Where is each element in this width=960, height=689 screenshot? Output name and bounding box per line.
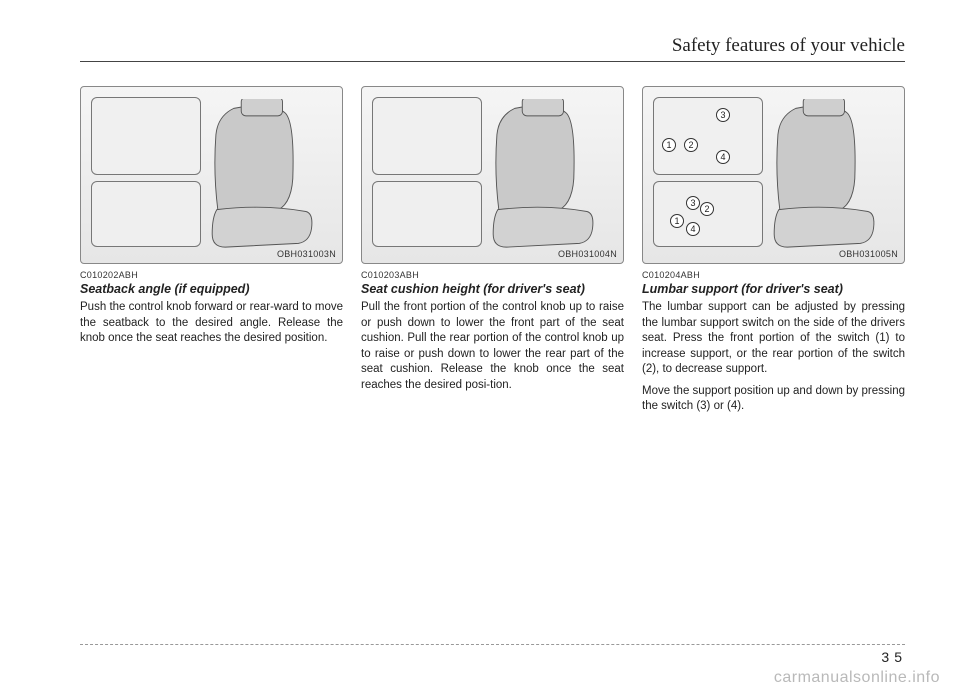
inset-diagram-top	[91, 97, 201, 175]
subheading: Lumbar support (for driver's seat)	[642, 282, 905, 296]
manual-page: Safety features of your vehicle OBH03100…	[0, 0, 960, 689]
page-footer: 35	[881, 649, 905, 665]
illustration-code: OBH031005N	[839, 249, 898, 259]
badge-1b: 1	[670, 214, 684, 228]
subheading: Seatback angle (if equipped)	[80, 282, 343, 296]
badge-3b: 3	[686, 196, 700, 210]
inset-diagram-bottom: 1 2 3 4	[653, 181, 763, 247]
seat-icon	[475, 99, 611, 249]
body-text: Push the control knob forward or rear-wa…	[80, 300, 343, 347]
badge-4b: 4	[686, 222, 700, 236]
page-header-title: Safety features of your vehicle	[672, 35, 905, 57]
illustration-code: OBH031003N	[277, 249, 336, 259]
footer-dashed-rule	[80, 644, 905, 645]
seat-icon	[194, 99, 330, 249]
body-paragraph: Move the support position up and down by…	[642, 384, 905, 415]
illustration-1: OBH031003N	[80, 86, 343, 264]
badge-3: 3	[716, 108, 730, 122]
body-text: The lumbar support can be adjusted by pr…	[642, 300, 905, 415]
column-1: OBH031003N C010202ABH Seatback angle (if…	[80, 86, 343, 421]
content-columns: OBH031003N C010202ABH Seatback angle (if…	[80, 86, 905, 421]
paragraph-code: C010202ABH	[80, 270, 343, 280]
badge-4: 4	[716, 150, 730, 164]
body-text: Pull the front portion of the control kn…	[361, 300, 624, 393]
illustration-code: OBH031004N	[558, 249, 617, 259]
inset-diagram-bottom	[372, 181, 482, 247]
inset-diagram-bottom	[91, 181, 201, 247]
inset-diagram-top: 1 2 3 4	[653, 97, 763, 175]
body-paragraph: Push the control knob forward or rear-wa…	[80, 300, 343, 347]
inset-diagram-top	[372, 97, 482, 175]
page-number: 5	[894, 649, 905, 665]
chapter-number: 3	[881, 649, 892, 665]
seat-icon	[756, 99, 892, 249]
badge-2: 2	[684, 138, 698, 152]
badge-1: 1	[662, 138, 676, 152]
illustration-3: 1 2 3 4 1 2 3 4	[642, 86, 905, 264]
header-rule: Safety features of your vehicle	[80, 28, 905, 62]
badge-2b: 2	[700, 202, 714, 216]
body-paragraph: The lumbar support can be adjusted by pr…	[642, 300, 905, 378]
paragraph-code: C010204ABH	[642, 270, 905, 280]
column-3: 1 2 3 4 1 2 3 4	[642, 86, 905, 421]
body-paragraph: Pull the front portion of the control kn…	[361, 300, 624, 393]
column-2: OBH031004N C010203ABH Seat cushion heigh…	[361, 86, 624, 421]
illustration-2: OBH031004N	[361, 86, 624, 264]
paragraph-code: C010203ABH	[361, 270, 624, 280]
watermark-text: carmanualsonline.info	[774, 669, 940, 687]
subheading: Seat cushion height (for driver's seat)	[361, 282, 624, 296]
